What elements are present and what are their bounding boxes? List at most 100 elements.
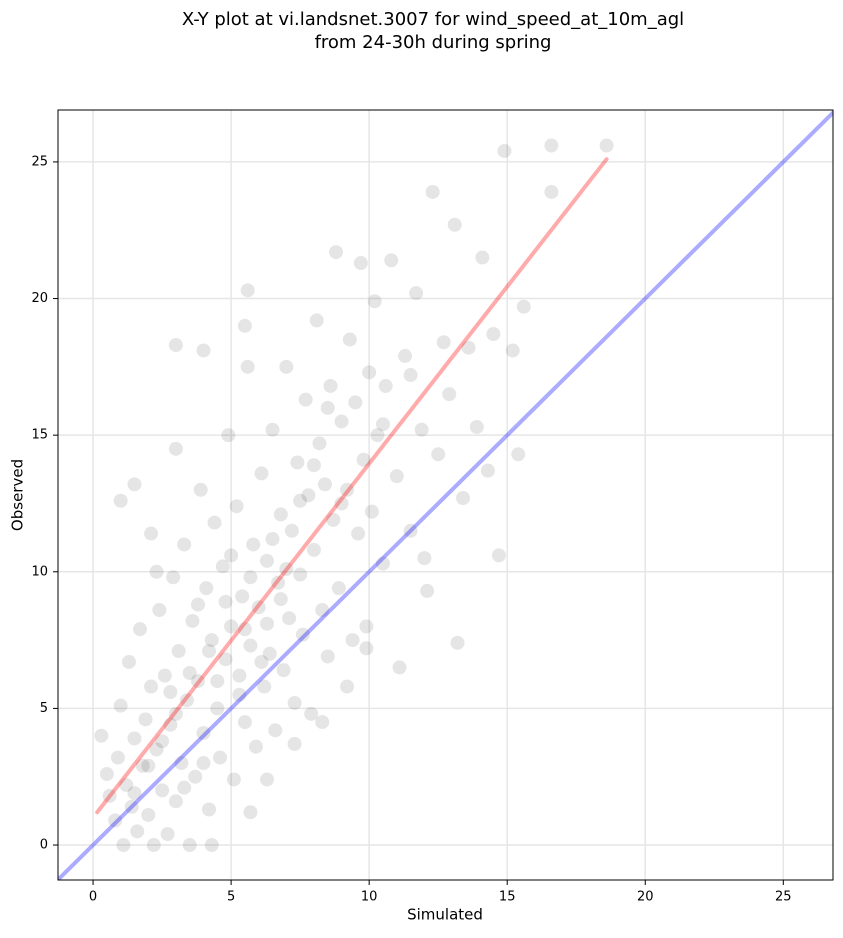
point [124,799,139,814]
point [113,698,128,713]
point [378,378,393,393]
point [516,299,531,314]
point [480,463,495,478]
point [340,482,355,497]
point [356,452,371,467]
point [190,597,205,612]
point [133,622,148,637]
point [144,679,159,694]
point [315,715,330,730]
point [113,493,128,508]
point [353,256,368,271]
y-tick-label: 5 [40,701,48,716]
point [185,613,200,628]
fit-line [58,110,833,880]
point [108,813,123,828]
point [417,551,432,566]
point [505,343,520,358]
point [398,348,413,363]
point [119,777,134,792]
point [442,387,457,402]
point [295,627,310,642]
point [248,739,263,754]
point [202,644,217,659]
point [193,482,208,497]
point [279,359,294,374]
point [210,674,225,689]
point [246,537,261,552]
chart-title: X-Y plot at vi.landsnet.3007 for wind_sp… [182,9,684,30]
point [202,802,217,817]
point [375,417,390,432]
point [334,414,349,429]
point [599,138,614,153]
x-tick-label: 15 [499,890,516,905]
x-tick-label: 25 [775,890,792,905]
point [450,635,465,650]
point [210,701,225,716]
point [375,556,390,571]
point [348,395,363,410]
point [152,603,167,618]
point [320,649,335,664]
point [293,567,308,582]
point [469,419,484,434]
point [168,794,183,809]
chart-title: from 24-30h during spring [315,32,552,53]
point [171,644,186,659]
x-tick-label: 5 [227,890,235,905]
point [174,756,189,771]
point [403,368,418,383]
point [309,313,324,328]
point [155,734,170,749]
point [268,723,283,738]
point [260,616,275,631]
point [279,562,294,577]
point [273,507,288,522]
point [254,654,269,669]
point [240,283,255,298]
point [237,622,252,637]
point [218,652,233,667]
fit-line [95,157,609,815]
point [207,515,222,530]
point [157,668,172,683]
point [177,780,192,795]
point [232,687,247,702]
point [323,378,338,393]
point [491,548,506,563]
point [179,693,194,708]
point [240,359,255,374]
point [196,725,211,740]
point [544,138,559,153]
point [243,570,258,585]
point [229,499,244,514]
point [218,594,233,609]
point [213,750,228,765]
point [141,758,156,773]
point [127,477,142,492]
point [188,769,203,784]
point [149,564,164,579]
point [367,294,382,309]
point [359,641,374,656]
point [237,715,252,730]
point [168,337,183,352]
point [298,392,313,407]
point [116,838,131,853]
point [409,286,424,301]
point [199,581,214,596]
point [177,537,192,552]
point [224,548,239,563]
point [301,488,316,503]
point [414,422,429,437]
point [287,736,302,751]
point [486,327,501,342]
point [163,717,178,732]
y-tick-label: 15 [31,428,48,443]
point [329,245,344,260]
point [273,592,288,607]
y-axis-label: Observed [9,459,27,531]
point [403,523,418,538]
